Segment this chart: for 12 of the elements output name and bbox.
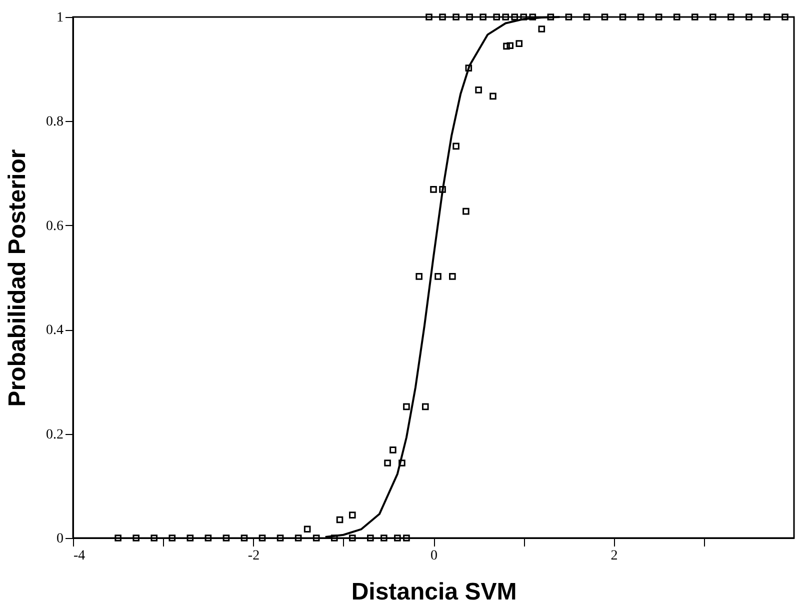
y-tick-label: 0.6 [46, 218, 64, 234]
y-tick-label: 1 [56, 10, 64, 26]
y-axis-title: Probabilidad Posterior [4, 149, 31, 407]
x-axis-title: Distancia SVM [351, 578, 517, 606]
y-tick-label: 0.2 [46, 427, 64, 442]
x-tick-label: -2 [248, 548, 260, 564]
x-tick-label: 0 [430, 548, 438, 564]
y-tick-label: 0.8 [46, 114, 64, 130]
x-tick-label: -4 [74, 548, 86, 564]
y-tick-label: 0 [56, 532, 64, 546]
x-tick-label: 2 [610, 548, 618, 564]
y-tick-label: 0.4 [46, 323, 64, 338]
